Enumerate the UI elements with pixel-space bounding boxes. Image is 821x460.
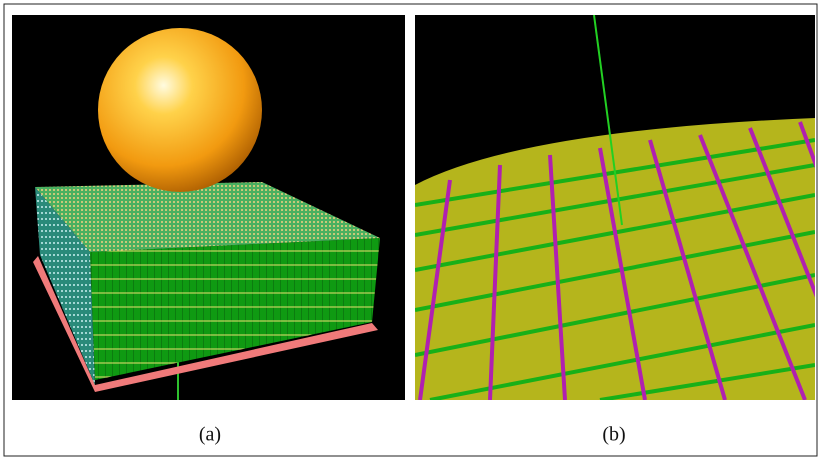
- panel-b: [415, 15, 821, 400]
- sphere: [98, 28, 262, 192]
- caption: (b): [602, 424, 625, 446]
- panel-a: [12, 15, 405, 400]
- caption: (a): [199, 424, 221, 446]
- figure: (a) (b): [0, 0, 821, 460]
